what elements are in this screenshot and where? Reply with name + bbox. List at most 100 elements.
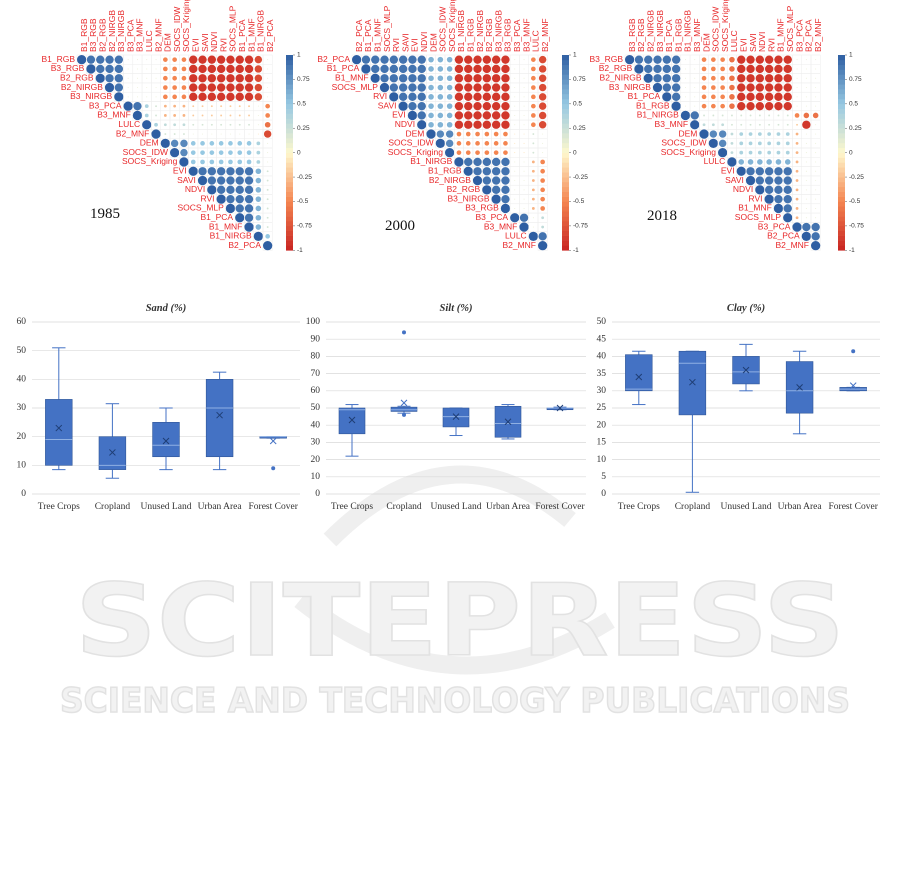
corr-circle [718, 148, 728, 158]
corr-circle [745, 175, 756, 186]
colorbar-segment [286, 69, 293, 75]
colorbar-segment [562, 138, 569, 144]
corr-circle [775, 159, 782, 165]
row-label: NDVI [395, 119, 415, 129]
corr-circle [146, 87, 148, 89]
corr-circle [694, 59, 696, 61]
colorbar-segment [838, 94, 845, 100]
corr-circle [815, 152, 817, 154]
corr-circle [267, 68, 269, 70]
corr-circle [493, 131, 499, 137]
corr-circle [265, 234, 270, 239]
corr-circle [446, 75, 453, 82]
corr-circle [531, 179, 535, 182]
corr-circle [155, 105, 157, 108]
corr-circle [170, 139, 179, 148]
corr-circle [380, 64, 389, 74]
corr-circle [218, 150, 224, 155]
corr-circle [501, 55, 510, 64]
y-tick-label: 20 [597, 420, 607, 430]
corr-circle [398, 64, 408, 74]
colorbar-segment [838, 133, 845, 139]
y-tick-label: 30 [311, 438, 321, 448]
corr-circle [417, 83, 426, 92]
row-label: B1_MNF [209, 221, 243, 231]
box [785, 361, 814, 414]
corr-circle [776, 141, 781, 146]
column-label: DEM [428, 33, 438, 52]
corr-circle [729, 66, 735, 72]
corr-circle [523, 170, 525, 172]
corr-circle [265, 103, 270, 109]
colorbar-segment [286, 177, 293, 183]
colorbar-segment [838, 108, 845, 114]
corr-circle [428, 103, 434, 109]
corr-circle [805, 152, 807, 154]
corr-circle [172, 57, 177, 62]
mean-marker [796, 384, 803, 391]
corr-circle [255, 177, 262, 184]
colorbar-segment [838, 59, 845, 66]
corr-circle [757, 150, 762, 155]
corr-circle [720, 57, 725, 62]
colorbar-segment [838, 152, 845, 158]
corr-circle [454, 92, 464, 102]
row-label: B3_RGB [465, 203, 499, 213]
column-label: B3_MNF [135, 18, 145, 52]
corr-circle [538, 241, 548, 251]
corr-circle [531, 57, 536, 62]
corr-circle [625, 55, 635, 65]
corr-circle [748, 141, 753, 146]
corr-circle [226, 185, 235, 195]
row-label: DEM [406, 128, 425, 138]
corr-circle [738, 159, 745, 165]
colorbar-label: 1 [297, 52, 301, 59]
row-label: SOCS_Kriging [122, 156, 178, 166]
corr-circle [501, 167, 510, 176]
corr-circle [255, 168, 262, 175]
corr-circle [446, 112, 453, 119]
colorbar-segment [286, 152, 293, 158]
corr-circle [229, 114, 232, 117]
corr-circle [482, 55, 492, 64]
corr-circle [805, 161, 807, 163]
corr-circle [711, 57, 716, 62]
column-label: DEM [163, 33, 173, 52]
corr-circle [244, 204, 254, 213]
corr-circle [783, 64, 792, 74]
corr-circle [257, 133, 259, 135]
corr-circle [531, 113, 536, 118]
corr-circle [244, 83, 254, 92]
column-label: B3_NIRGB [493, 10, 503, 52]
y-tick-label: 0 [315, 489, 320, 499]
corr-circle [454, 64, 464, 74]
corr-circle [491, 83, 501, 92]
corr-circle [503, 150, 508, 155]
corr-circle [454, 111, 464, 120]
corr-circle [266, 207, 269, 210]
corr-circle [531, 197, 535, 201]
corr-circle [634, 55, 644, 64]
mean-marker [504, 418, 512, 426]
corr-circle [389, 92, 399, 102]
x-tick-label: Unused Land [721, 502, 772, 512]
colorbar-segment [286, 59, 293, 66]
column-label: LULC [531, 30, 541, 52]
corr-circle [758, 123, 761, 126]
corr-circle [437, 121, 444, 128]
corr-circle [653, 74, 662, 83]
corr-circle [709, 130, 718, 138]
corr-circle [514, 161, 516, 163]
corr-circle [201, 123, 204, 126]
corr-circle [96, 55, 105, 64]
colorbar-segment [286, 230, 293, 236]
column-label: SOCS_IDW [438, 7, 448, 52]
y-tick-label: 20 [311, 455, 321, 465]
corr-circle [238, 105, 241, 108]
corr-circle [720, 103, 725, 109]
corr-circle [209, 141, 215, 146]
corr-circle [699, 129, 709, 139]
corr-circle [417, 64, 426, 74]
corr-circle [475, 141, 480, 146]
column-label: EVI [191, 38, 201, 52]
